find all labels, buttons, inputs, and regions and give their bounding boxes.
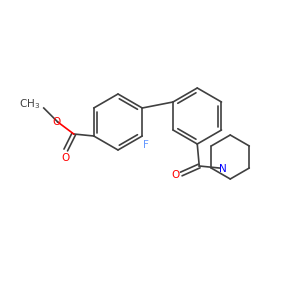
Text: O: O (61, 153, 70, 163)
Text: O: O (171, 170, 179, 180)
Text: CH$_3$: CH$_3$ (19, 97, 40, 111)
Text: O: O (52, 117, 61, 127)
Text: N: N (219, 164, 227, 174)
Text: F: F (143, 140, 149, 150)
